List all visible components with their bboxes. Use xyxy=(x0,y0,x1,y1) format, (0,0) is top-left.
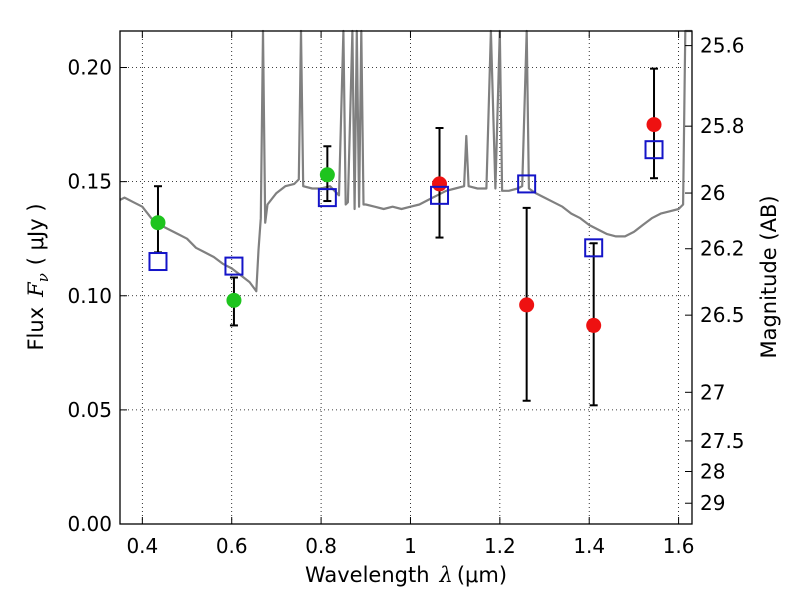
right-axis-tick-label: 26.2 xyxy=(700,237,745,261)
model-point-2 xyxy=(224,256,244,276)
axis-labels: 0.4 0.6 0.8 1 1.2 1.4 1.6 0.00 0.05 0.10 0.15 0.20 2… xyxy=(67,34,744,558)
right-axis-tick-label: 25.6 xyxy=(700,34,745,58)
observed-point-6 xyxy=(586,317,602,333)
y-tick-label: 0.05 xyxy=(67,398,112,422)
x-tick-label: 1.2 xyxy=(484,534,516,558)
observed-points-layer xyxy=(150,117,662,333)
right-axis-tick-label: 26 xyxy=(700,181,725,205)
observed-point-3 xyxy=(319,167,335,183)
right-axis-tick-label: 26.5 xyxy=(700,303,745,327)
x-tick-label: 1 xyxy=(404,534,417,558)
y-tick-label: 0.20 xyxy=(67,56,112,80)
y-axis-title: FluxFν( μJy ) xyxy=(24,203,52,350)
right-axis-tick-label: 25.8 xyxy=(700,114,745,138)
model-points-layer xyxy=(148,140,664,276)
observed-point-7 xyxy=(646,117,662,133)
y-tick-label: 0.00 xyxy=(67,512,112,536)
observed-point-4 xyxy=(432,176,448,192)
grid-lines xyxy=(120,31,692,524)
errorbar-layer xyxy=(153,67,659,407)
model-point-5 xyxy=(517,174,537,194)
right-axis-tick-label: 27.5 xyxy=(700,429,745,453)
plot-frame xyxy=(119,30,693,525)
y-tick-label: 0.15 xyxy=(67,170,112,194)
observed-point-1 xyxy=(150,215,166,231)
right-axis-tick-label: 27 xyxy=(700,380,725,404)
x-tick-label: 0.6 xyxy=(216,534,248,558)
model-spectrum-line xyxy=(119,29,692,293)
y-tick-label: 0.10 xyxy=(67,284,112,308)
model-point-1 xyxy=(148,252,168,272)
right-axis-tick-label: 29 xyxy=(700,491,725,515)
x-axis-title: Wavelength λ (μm) xyxy=(305,563,507,587)
spectrum-layer xyxy=(119,29,692,293)
right-axis-title: Magnitude (AB) xyxy=(757,195,781,358)
model-point-6 xyxy=(584,238,604,258)
x-tick-label: 0.8 xyxy=(305,534,337,558)
model-point-4 xyxy=(430,185,450,205)
axis-ticks xyxy=(120,31,692,525)
right-axis-tick-label: 28 xyxy=(700,460,725,484)
observed-point-5 xyxy=(519,297,535,313)
observed-point-2 xyxy=(226,292,242,308)
model-point-7 xyxy=(644,140,664,160)
x-tick-label: 0.4 xyxy=(126,534,158,558)
x-tick-label: 1.4 xyxy=(573,534,605,558)
x-tick-label: 1.6 xyxy=(663,534,695,558)
model-point-3 xyxy=(317,188,337,208)
